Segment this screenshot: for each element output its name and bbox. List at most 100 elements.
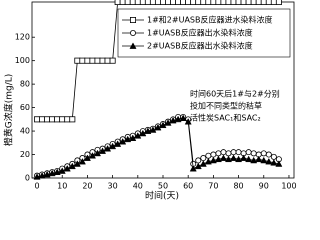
data-point	[195, 0, 202, 5]
data-point	[58, 167, 66, 174]
data-point	[195, 157, 202, 164]
data-point	[250, 156, 258, 164]
data-point	[165, 0, 172, 5]
data-point	[109, 57, 116, 64]
data-point	[154, 0, 161, 5]
data-point	[84, 57, 91, 64]
annotation: 时间60天后1#与2#分别	[190, 89, 280, 99]
data-point	[124, 135, 132, 143]
data-point	[205, 0, 212, 5]
data-point	[38, 172, 46, 179]
data-point	[235, 0, 242, 5]
data-point	[79, 57, 86, 64]
data-point	[270, 153, 277, 160]
data-point	[94, 57, 101, 64]
data-point	[59, 116, 66, 123]
data-point	[89, 57, 96, 64]
data-point	[275, 0, 282, 5]
data-point	[144, 127, 152, 134]
data-point	[43, 170, 51, 178]
data-point	[109, 142, 117, 150]
data-point	[78, 157, 86, 165]
data-point	[245, 149, 252, 156]
data-point	[184, 118, 192, 125]
data-point	[99, 57, 106, 64]
data-point	[215, 0, 222, 5]
data-point	[63, 164, 71, 172]
data-point	[199, 160, 207, 167]
data-point	[104, 57, 111, 64]
legend-label: 1#UASB反应器出水染料浓度	[147, 28, 253, 38]
data-point	[74, 57, 81, 64]
data-point	[159, 121, 167, 129]
data-point	[149, 126, 157, 133]
data-point	[265, 151, 272, 158]
data-point	[270, 0, 277, 5]
data-point	[210, 0, 217, 5]
data-point	[174, 115, 182, 123]
legend-marker	[129, 16, 136, 23]
y-axis-title: 橙黄G浓度(mg/L)	[3, 74, 15, 147]
data-point	[214, 155, 222, 163]
x-tick-label: 10	[57, 182, 67, 191]
data-point	[260, 150, 267, 157]
data-point	[219, 154, 227, 161]
data-point	[139, 129, 147, 137]
data-point	[235, 155, 243, 163]
x-tick-label: 20	[82, 182, 92, 191]
data-point	[129, 0, 136, 5]
data-point	[190, 0, 197, 5]
data-point	[83, 154, 91, 161]
data-point	[220, 149, 227, 156]
data-point	[179, 114, 187, 122]
y-tick-label: 20	[20, 150, 30, 159]
y-tick-label: 120	[15, 33, 30, 42]
data-point	[139, 0, 146, 5]
data-point	[200, 0, 207, 5]
data-point	[164, 119, 172, 126]
data-point	[240, 154, 248, 161]
data-point	[260, 156, 268, 164]
data-point	[53, 168, 61, 175]
data-point	[114, 140, 122, 147]
data-point	[154, 123, 162, 131]
data-point	[69, 116, 76, 123]
data-point	[255, 0, 262, 5]
y-tick-label: 0	[25, 174, 30, 183]
x-tick-label: 0	[34, 182, 39, 191]
legend-box	[117, 8, 291, 58]
data-point	[225, 0, 232, 5]
legend-label: 2#UASB反应器出水染料浓度	[147, 41, 253, 51]
data-point	[250, 0, 257, 5]
data-point	[114, 0, 121, 5]
data-point	[134, 132, 142, 139]
legend-label: 1#和2#UASB反应器进水染料浓度	[147, 15, 272, 25]
data-point	[180, 0, 187, 5]
data-point	[250, 150, 257, 157]
data-point	[194, 162, 202, 170]
data-point	[225, 150, 232, 157]
y-tick-label: 100	[15, 56, 30, 65]
data-point	[124, 0, 131, 5]
data-point	[68, 162, 76, 170]
data-point	[265, 0, 272, 5]
x-tick-label: 30	[108, 182, 118, 191]
data-point	[119, 0, 126, 5]
data-point	[144, 0, 151, 5]
data-point	[230, 154, 238, 161]
data-point	[205, 152, 212, 159]
data-point	[215, 150, 222, 157]
data-point	[93, 149, 102, 157]
data-point	[39, 116, 46, 123]
data-point	[245, 155, 253, 163]
annotation: 活性炭SAC₁和SAC₂	[190, 113, 261, 123]
data-point	[230, 149, 237, 156]
data-point	[175, 0, 182, 5]
data-point	[169, 116, 177, 124]
data-point	[119, 138, 127, 145]
x-tick-label: 50	[158, 182, 168, 191]
y-tick-label: 60	[20, 103, 30, 112]
x-tick-label: 60	[183, 182, 193, 191]
x-tick-label: 80	[233, 182, 243, 191]
x-tick-label: 90	[259, 182, 269, 191]
